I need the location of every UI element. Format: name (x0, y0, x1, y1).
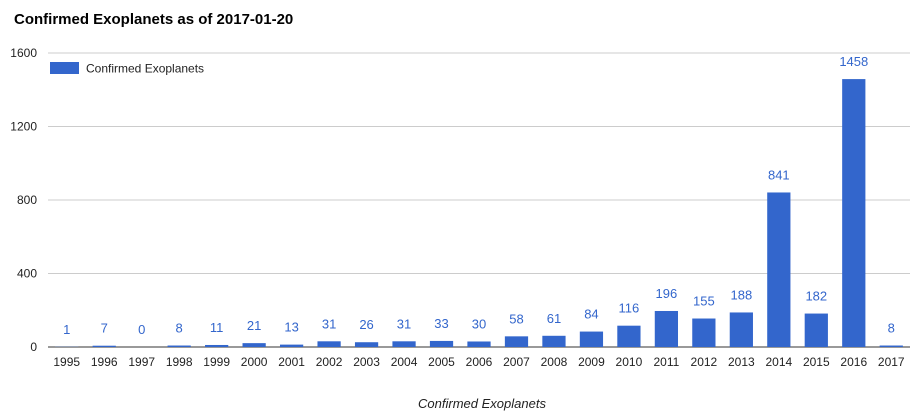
data-label-2014: 841 (768, 167, 790, 182)
x-tick-label: 2008 (541, 355, 568, 369)
data-label-1998: 8 (176, 321, 183, 336)
x-tick-label: 2016 (840, 355, 867, 369)
data-label-2004: 31 (397, 316, 411, 331)
data-label-2007: 58 (509, 311, 523, 326)
data-label-2015: 182 (805, 289, 827, 304)
bar-2004[interactable] (392, 341, 416, 347)
bars (55, 79, 903, 347)
x-axis: 1995 1996 1997 1998 1999 2000 2001 2002 2003 2004… (53, 355, 905, 369)
x-tick-label: 2004 (391, 355, 418, 369)
x-tick-label: 2000 (241, 355, 268, 369)
bar-2010[interactable] (617, 325, 641, 347)
bar-2016[interactable] (842, 79, 866, 347)
bar-2017[interactable] (879, 345, 903, 347)
x-tick-label: 2011 (653, 355, 679, 369)
legend-swatch (50, 62, 79, 74)
y-tick-label: 0 (30, 340, 37, 354)
data-label-2002: 31 (322, 316, 336, 331)
bar-1996[interactable] (92, 345, 116, 347)
legend[interactable]: Confirmed Exoplanets (50, 62, 204, 76)
data-label-2016: 1458 (839, 54, 868, 69)
bar-2002[interactable] (317, 341, 341, 347)
x-tick-label: 2013 (728, 355, 755, 369)
bar-2011[interactable] (654, 310, 679, 347)
x-tick-label: 2001 (278, 355, 305, 369)
data-label-1997: 0 (138, 322, 145, 337)
x-tick-label: 1995 (53, 355, 80, 369)
x-tick-label: 2012 (691, 355, 718, 369)
bar-2005[interactable] (429, 340, 454, 347)
gridlines (48, 52, 910, 348)
data-label-2005: 33 (434, 316, 448, 331)
bar-2007[interactable] (504, 336, 529, 347)
bar-1998[interactable] (167, 345, 191, 347)
x-tick-label: 1998 (166, 355, 193, 369)
x-tick-label: 2002 (316, 355, 343, 369)
bar-2008[interactable] (542, 335, 566, 347)
data-label-1995: 1 (63, 322, 70, 337)
x-tick-label: 2010 (616, 355, 643, 369)
data-label-2009: 84 (584, 307, 598, 322)
data-label-2010: 116 (619, 301, 640, 316)
x-tick-label: 2009 (578, 355, 605, 369)
bar-2003[interactable] (354, 342, 379, 347)
bar-2012[interactable] (692, 318, 716, 347)
bar-2015[interactable] (804, 313, 828, 347)
data-label-1999: 11 (210, 320, 224, 335)
data-label-2011: 196 (656, 286, 678, 301)
data-label-2003: 26 (359, 317, 373, 332)
x-tick-label: 2015 (803, 355, 830, 369)
bar-1999[interactable] (205, 344, 229, 347)
bar-2006[interactable] (467, 341, 491, 347)
y-tick-label: 400 (17, 267, 37, 281)
data-label-2017: 8 (888, 321, 895, 336)
data-label-1996: 7 (101, 321, 108, 336)
data-label-2001: 13 (284, 320, 298, 335)
x-tick-label: 2003 (353, 355, 380, 369)
x-tick-label: 1999 (203, 355, 230, 369)
x-tick-label: 2005 (428, 355, 455, 369)
data-labels: 1 7 0 8 11 21 13 31 26 31 33 30 58 61 84 116 196 155 188 84… (63, 54, 895, 337)
bar-2014[interactable] (767, 192, 791, 347)
x-tick-label: 2014 (765, 355, 792, 369)
x-tick-label: 1997 (128, 355, 155, 369)
y-tick-label: 800 (17, 193, 37, 207)
x-tick-label: 2006 (466, 355, 493, 369)
chart-title: Confirmed Exoplanets as of 2017-01-20 (14, 11, 293, 28)
x-tick-label: 2017 (878, 355, 905, 369)
bar-2001[interactable] (279, 344, 304, 347)
x-axis-title: Confirmed Exoplanets (418, 396, 546, 411)
bar-2009[interactable] (579, 331, 604, 347)
bar-2000[interactable] (242, 343, 266, 347)
y-tick-label: 1600 (10, 46, 37, 60)
x-tick-label: 1996 (91, 355, 118, 369)
y-tick-label: 1200 (10, 120, 37, 134)
data-label-2013: 188 (730, 287, 752, 302)
bar-2013[interactable] (729, 312, 753, 347)
data-label-2008: 61 (547, 311, 561, 326)
data-label-2012: 155 (693, 294, 715, 309)
legend-label: Confirmed Exoplanets (86, 62, 204, 76)
y-axis: 0 400 800 1200 1600 (10, 46, 37, 354)
data-label-2000: 21 (247, 318, 261, 333)
x-tick-label: 2007 (503, 355, 530, 369)
data-label-2006: 30 (472, 316, 486, 331)
